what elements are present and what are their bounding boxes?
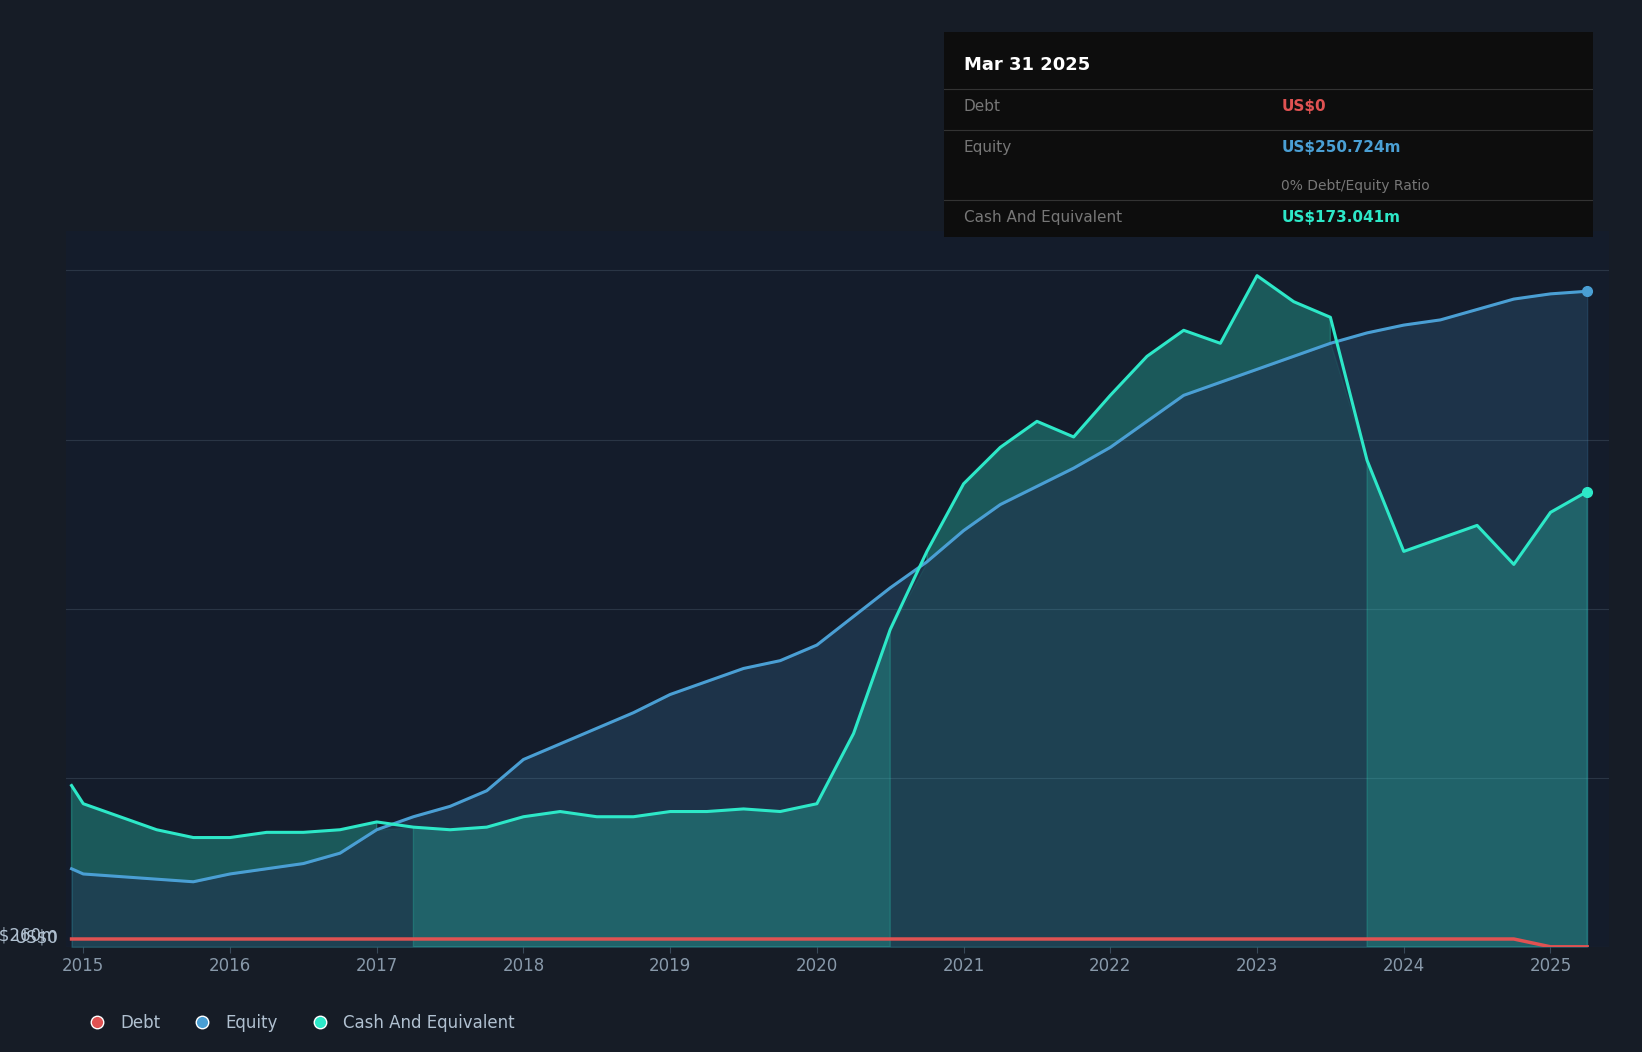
Text: US$173.041m: US$173.041m (1281, 210, 1401, 225)
Text: US$250.724m: US$250.724m (1281, 140, 1401, 156)
Text: Mar 31 2025: Mar 31 2025 (964, 56, 1090, 75)
Legend: Debt, Equity, Cash And Equivalent: Debt, Equity, Cash And Equivalent (74, 1007, 522, 1038)
Text: Debt: Debt (964, 99, 1000, 115)
Text: Cash And Equivalent: Cash And Equivalent (964, 210, 1121, 225)
Text: US$0: US$0 (15, 929, 57, 947)
Text: US$260m: US$260m (0, 927, 57, 945)
Text: Equity: Equity (964, 140, 1011, 156)
Text: 0% Debt/Equity Ratio: 0% Debt/Equity Ratio (1281, 179, 1430, 194)
Text: US$0: US$0 (1281, 99, 1327, 115)
